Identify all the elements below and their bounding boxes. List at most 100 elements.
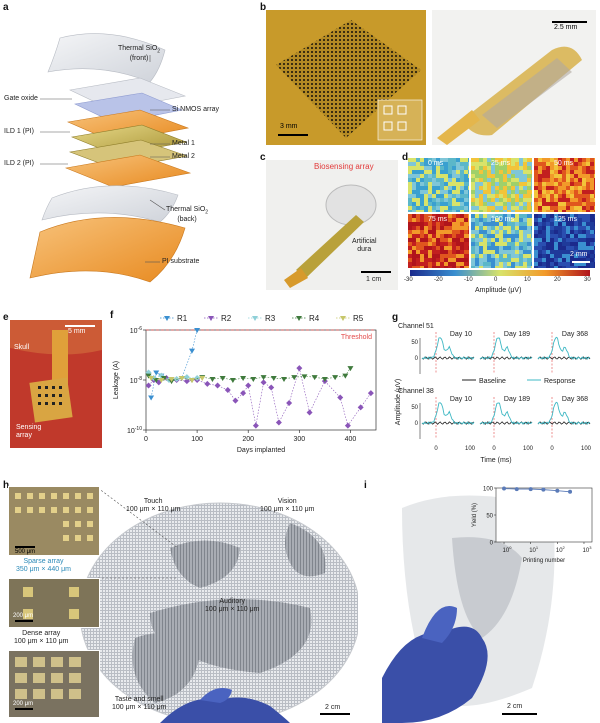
ytick-label-g: 50 — [411, 340, 418, 346]
yield-point — [502, 486, 507, 491]
day-label: Day 368 — [562, 396, 588, 403]
xtick-label-g: 100 — [465, 446, 476, 452]
scale-bar-d — [572, 261, 590, 263]
data-point-R2 — [367, 390, 374, 397]
scale-label-i: 2 cm — [507, 703, 523, 710]
data-point-R3 — [194, 375, 201, 382]
legend-baseline: Baseline — [479, 378, 506, 385]
chart-yield: 100 50 0 100 101 102 103 Yield (%) Printing numb… — [472, 486, 593, 564]
yield-point — [568, 489, 573, 494]
layer-pi-substrate — [29, 217, 186, 283]
data-point-R2 — [232, 397, 239, 404]
plot-frame-f — [145, 329, 377, 431]
xtick-label-i: 103 — [583, 545, 593, 554]
data-point-R4 — [270, 376, 277, 382]
legend-label-R2: R2 — [221, 314, 232, 323]
xtick-label-g: 0 — [434, 446, 438, 452]
colorbar — [410, 270, 590, 276]
data-point-R4 — [240, 376, 247, 382]
legend-marker-R5 — [340, 316, 346, 321]
data-point-R1 — [194, 328, 201, 333]
glove — [160, 697, 290, 723]
xtick-label-g: 100 — [581, 446, 592, 452]
legend-marker-R4 — [296, 316, 302, 321]
label-thermal-sio2-front: Thermal SiO2 (front) — [118, 45, 161, 63]
data-point-R4 — [342, 373, 349, 379]
channel-label-top: Channel 51 — [398, 323, 434, 330]
yield-point — [555, 488, 560, 493]
day-label: Day 10 — [450, 396, 472, 403]
xlabel-g: Time (ms) — [480, 457, 511, 464]
data-point-R4 — [332, 375, 339, 381]
label-metal1: Metal 1 — [172, 140, 195, 147]
photo-biosensing-array: Biosensing array Artificial dura 1 cm — [266, 160, 398, 290]
label-skull: Skull — [14, 344, 30, 351]
data-point-R2 — [245, 382, 252, 389]
legend-label-R1: R1 — [177, 314, 188, 323]
response-trace — [537, 336, 591, 360]
heatmap-frame: 125 ms 2 mm — [534, 214, 595, 268]
response-trace — [479, 402, 533, 425]
data-point-R2 — [268, 384, 275, 391]
data-point-R4 — [250, 376, 257, 382]
data-point-R4 — [219, 376, 226, 382]
data-point-R4 — [209, 376, 216, 382]
heatmap-frame: 50 ms — [534, 158, 595, 212]
heatmap-grid: 0 ms 25 ms 50 ms 75 ms 100 ms 125 ms 2 mm — [408, 158, 598, 270]
data-point-R2 — [240, 390, 247, 397]
heatmap-frame: 75 ms — [408, 214, 469, 268]
data-point-R2 — [214, 382, 221, 389]
title-biosensing-array: Biosensing array — [314, 162, 374, 171]
legend-marker-R1 — [164, 316, 170, 321]
xtick-label-i: 102 — [556, 545, 566, 554]
data-point-R4 — [260, 375, 267, 381]
data-point-R4 — [229, 378, 236, 383]
colorbar-tick-label: 0 — [494, 277, 498, 283]
xtick-label-f: 400 — [345, 436, 357, 443]
chart-leakage: Threshold 10-6 10-8 10-100 100 200 300 400 Leaka… — [113, 314, 377, 454]
panel-label-i: i — [364, 480, 367, 491]
data-point-R5 — [158, 378, 165, 383]
heatmap-frame-label: 50 ms — [554, 160, 574, 167]
photo-flexible-array-rolled: 2.5 mm — [432, 10, 596, 145]
response-trace — [421, 402, 475, 425]
data-point-R2 — [204, 380, 211, 387]
day-label: Day 10 — [450, 331, 472, 338]
scale-label-c: 1 cm — [366, 276, 382, 283]
series-line-R4 — [148, 367, 351, 382]
heatmap-frame-label: 100 ms — [491, 216, 514, 223]
data-point-R4 — [311, 375, 318, 381]
ylabel-g: Amplitude (μV) — [395, 379, 402, 425]
ytick-label-f: 10-10 — [127, 426, 142, 435]
data-point-R5 — [199, 376, 206, 382]
data-point-R2 — [344, 422, 351, 429]
inset-dense-closeup: 200 μm — [8, 650, 100, 718]
panel-label-a: a — [3, 2, 9, 13]
scale-label-d: 2 mm — [570, 251, 588, 258]
xtick-label-f: 200 — [242, 436, 254, 443]
data-point-R4 — [281, 376, 287, 382]
data-point-R5 — [168, 376, 175, 382]
data-point-R2 — [337, 394, 344, 401]
scale-label-e: 5 mm — [68, 328, 86, 335]
xlabel-f: Days implanted — [237, 447, 285, 454]
colorbar-tick-label: -30 — [404, 277, 413, 283]
panel-h: h — [0, 478, 358, 723]
legend-label-R5: R5 — [353, 314, 364, 323]
panel-label-b: b — [260, 2, 267, 13]
panel-label-c: c — [260, 152, 266, 163]
ytick-label-f: 10-6 — [130, 326, 142, 335]
label-si-nmos: Si NMOS array — [172, 106, 220, 113]
region-touch — [170, 540, 240, 588]
data-point-R2 — [224, 386, 231, 393]
layer-thermal-sio2-back — [41, 185, 179, 223]
data-point-R4 — [291, 375, 298, 381]
data-point-R2 — [252, 422, 259, 429]
xlabel-i: Printing number — [523, 558, 565, 564]
panel-label-d: d — [402, 152, 409, 163]
day-label: Day 189 — [504, 396, 530, 403]
panel-label-h: h — [3, 480, 10, 491]
label-ild2: ILD 2 (PI) — [4, 160, 34, 167]
scale-label-b-right: 2.5 mm — [554, 24, 578, 31]
plot-frame-i — [495, 487, 593, 543]
